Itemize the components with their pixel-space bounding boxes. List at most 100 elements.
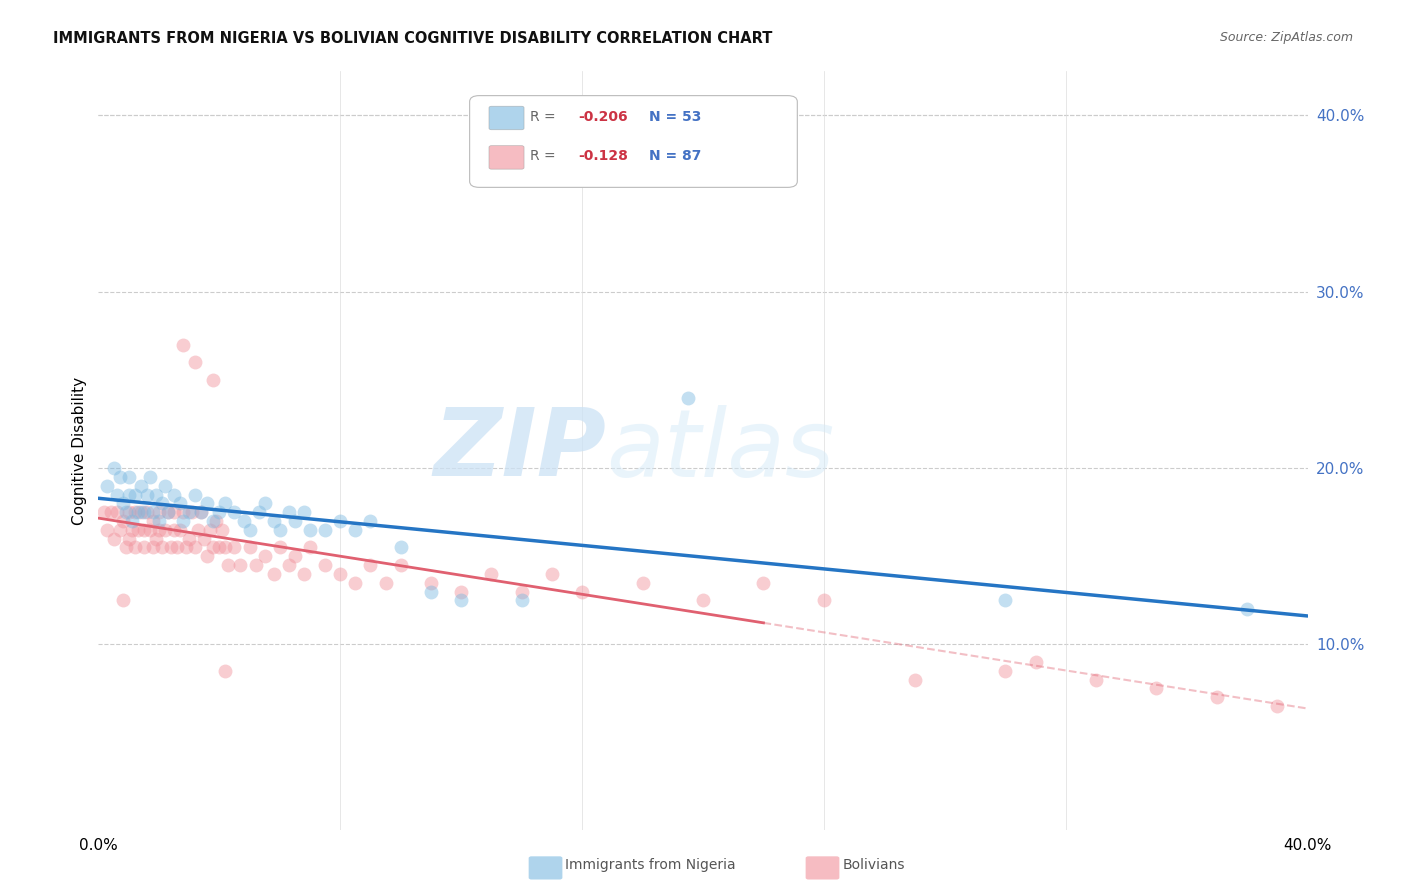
- Point: [172, 505, 194, 519]
- Point: [208, 505, 231, 519]
- Point: [142, 505, 165, 519]
- Point: [124, 487, 146, 501]
- Point: [269, 523, 291, 537]
- FancyBboxPatch shape: [489, 145, 524, 169]
- Point: [121, 514, 143, 528]
- Text: N = 87: N = 87: [648, 149, 702, 163]
- Point: [224, 541, 246, 555]
- Point: [245, 558, 267, 572]
- Point: [145, 487, 167, 501]
- Point: [132, 523, 155, 537]
- Point: [193, 532, 215, 546]
- Point: [299, 541, 322, 555]
- Point: [292, 505, 315, 519]
- Point: [108, 470, 131, 484]
- Point: [135, 487, 157, 501]
- Point: [179, 505, 201, 519]
- Point: [1236, 602, 1258, 616]
- Text: Immigrants from Nigeria: Immigrants from Nigeria: [565, 858, 735, 872]
- Point: [263, 514, 285, 528]
- Point: [139, 470, 162, 484]
- Point: [169, 496, 191, 510]
- Point: [111, 496, 134, 510]
- Point: [269, 541, 291, 555]
- Point: [96, 479, 118, 493]
- Point: [510, 593, 533, 607]
- Point: [187, 523, 209, 537]
- Point: [96, 523, 118, 537]
- Point: [202, 373, 225, 387]
- Text: -0.128: -0.128: [578, 149, 628, 163]
- Point: [200, 523, 222, 537]
- Point: [135, 505, 157, 519]
- Point: [214, 664, 236, 678]
- Point: [174, 541, 197, 555]
- Point: [284, 514, 307, 528]
- Y-axis label: Cognitive Disability: Cognitive Disability: [72, 376, 87, 524]
- Point: [145, 532, 167, 546]
- Point: [752, 575, 775, 590]
- Point: [314, 558, 336, 572]
- Point: [118, 470, 141, 484]
- Point: [172, 337, 194, 351]
- Point: [676, 391, 699, 405]
- Point: [118, 532, 141, 546]
- Point: [163, 487, 186, 501]
- Point: [150, 496, 173, 510]
- Point: [184, 487, 207, 501]
- Point: [190, 505, 212, 519]
- Point: [314, 523, 336, 537]
- Point: [232, 514, 254, 528]
- Point: [692, 593, 714, 607]
- Point: [156, 505, 179, 519]
- Point: [450, 584, 472, 599]
- Point: [214, 541, 236, 555]
- Text: R =: R =: [530, 149, 560, 163]
- Point: [571, 584, 593, 599]
- Text: -0.206: -0.206: [578, 110, 628, 124]
- Point: [389, 558, 412, 572]
- Point: [224, 505, 246, 519]
- Point: [360, 514, 382, 528]
- Point: [813, 593, 835, 607]
- Text: Source: ZipAtlas.com: Source: ZipAtlas.com: [1219, 31, 1353, 45]
- Point: [263, 566, 285, 581]
- Point: [202, 514, 225, 528]
- Point: [108, 523, 131, 537]
- Text: N = 53: N = 53: [648, 110, 702, 124]
- Point: [105, 505, 128, 519]
- Point: [111, 514, 134, 528]
- Point: [111, 593, 134, 607]
- Text: Bolivians: Bolivians: [842, 858, 904, 872]
- Point: [118, 505, 141, 519]
- Point: [166, 541, 188, 555]
- Point: [631, 575, 654, 590]
- Point: [1144, 681, 1167, 696]
- Point: [284, 549, 307, 564]
- Point: [1267, 699, 1289, 714]
- Point: [277, 558, 299, 572]
- Point: [253, 549, 276, 564]
- Point: [277, 505, 299, 519]
- Point: [139, 523, 162, 537]
- Point: [299, 523, 322, 537]
- FancyBboxPatch shape: [489, 106, 524, 129]
- Point: [205, 514, 228, 528]
- Point: [153, 479, 176, 493]
- Point: [179, 532, 201, 546]
- Point: [510, 584, 533, 599]
- Point: [195, 496, 218, 510]
- Point: [994, 593, 1017, 607]
- Point: [124, 505, 146, 519]
- Point: [105, 487, 128, 501]
- Point: [360, 558, 382, 572]
- Point: [181, 505, 204, 519]
- Point: [129, 479, 152, 493]
- Point: [247, 505, 270, 519]
- Point: [540, 566, 562, 581]
- Point: [329, 566, 352, 581]
- Text: ZIP: ZIP: [433, 404, 606, 497]
- Point: [1024, 655, 1046, 669]
- Point: [217, 558, 239, 572]
- Point: [994, 664, 1017, 678]
